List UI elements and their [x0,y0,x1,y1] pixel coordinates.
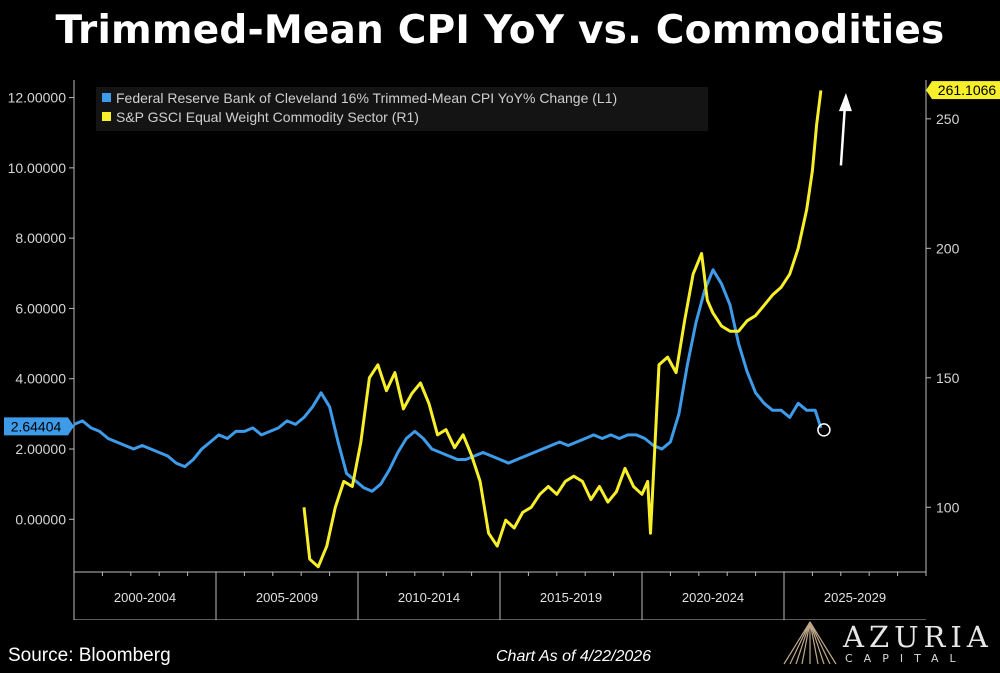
legend-swatch-commodity [102,112,111,121]
x-category-label: 2005-2009 [256,590,318,605]
left-last-value-box [4,417,68,436]
brand-sub: CAPITAL [845,652,967,665]
series-layer [73,90,823,569]
brand-logo: AZURIA CAPITAL [780,618,995,668]
cpi-series-line [73,268,823,493]
x-category-label: 2020-2024 [682,590,744,605]
labels-layer: 0.00000 2.00000 4.00000 6.00000 8.00000 10.00… [4,81,1000,605]
left-last-value: 2.64404 [11,418,62,434]
left-tick-label: 10.00000 [8,160,67,176]
commodity-series-line [302,90,823,569]
legend-label-commodity: S&P GSCI Equal Weight Commodity Sector (… [116,109,419,125]
x-category-label: 2010-2014 [398,590,460,605]
left-tick-label: 2.00000 [15,441,66,457]
source-note: Source: Bloomberg [8,645,171,666]
right-tick-label: 200 [936,240,960,256]
x-category-label: 2000-2004 [114,590,176,605]
left-tick-label: 0.00000 [15,511,66,527]
left-tick-label: 8.00000 [15,230,66,246]
axis-layer [69,80,931,620]
x-category-label: 2025-2029 [824,590,886,605]
right-last-value-pointer [926,81,932,100]
chart-title: Trimmed-Mean CPI YoY vs. Commodities [55,8,945,53]
cpi-endpoint-circle [817,423,831,437]
brand-name: AZURIA [843,620,993,654]
right-last-value-box [932,81,1000,100]
up-arrow-head [838,92,852,112]
right-tick-label: 250 [936,111,960,127]
up-arrow-shaft [839,105,847,166]
legend: Federal Reserve Bank of Cleveland 16% Tr… [96,87,708,131]
legend-label-cpi: Federal Reserve Bank of Cleveland 16% Tr… [116,90,617,106]
left-tick-label: 6.00000 [15,300,66,316]
legend-swatch-cpi [102,93,111,102]
left-tick-label: 12.00000 [8,90,67,106]
chart: Federal Reserve Bank of Cleveland 16% Tr… [4,80,1000,620]
as-of-date: Chart As of 4/22/2026 [496,648,652,665]
azuria-mountain-icon [783,621,837,665]
right-last-value: 261.1066 [938,82,997,98]
x-category-label: 2015-2019 [540,590,602,605]
left-tick-label: 4.00000 [15,371,66,387]
left-last-value-pointer [68,417,74,436]
right-tick-label: 100 [936,499,960,515]
right-tick-label: 150 [936,370,960,386]
